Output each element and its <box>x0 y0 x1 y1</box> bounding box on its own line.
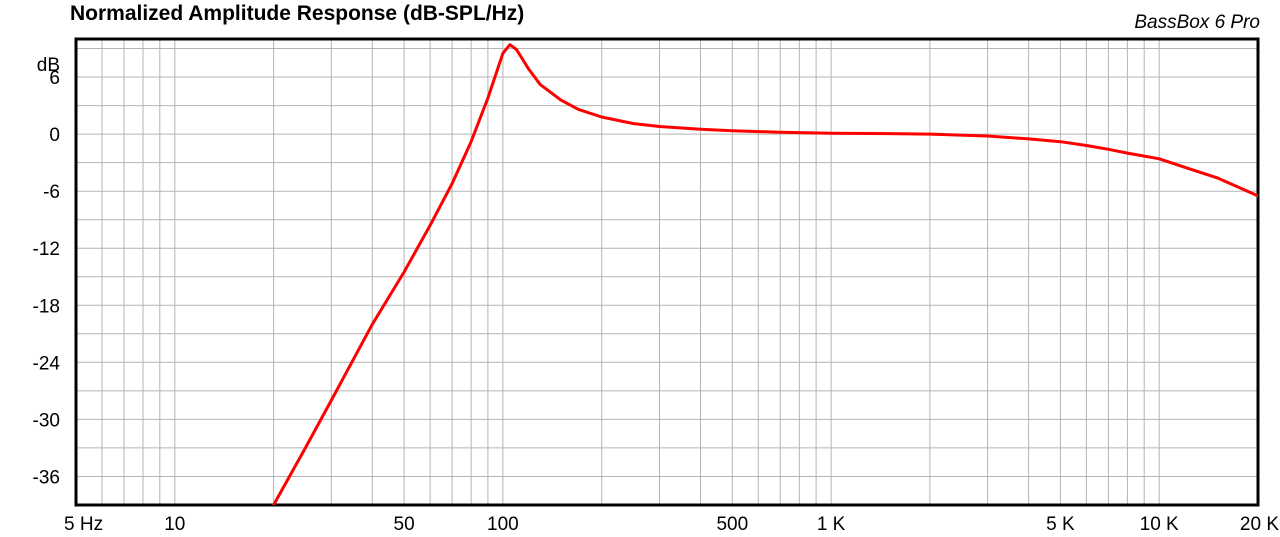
y-tick-label: 6 <box>49 68 60 89</box>
y-tick-label: -12 <box>33 239 60 260</box>
y-axis-label: dB <box>37 55 60 76</box>
y-tick-label: -24 <box>33 353 61 374</box>
y-tick-label: -30 <box>33 410 60 431</box>
x-tick-label: 5 K <box>1046 514 1075 535</box>
x-tick-label: 1 K <box>817 514 846 535</box>
plot-frame <box>74 37 1260 507</box>
x-tick-label: 5 Hz <box>64 514 103 535</box>
watermark-label: BassBox 6 Pro <box>1134 12 1260 33</box>
x-tick-label: 10 <box>164 514 185 535</box>
x-tick-label: 100 <box>487 514 519 535</box>
chart-title: Normalized Amplitude Response (dB-SPL/Hz… <box>70 2 525 25</box>
response-curve <box>272 43 1258 505</box>
x-tick-label: 10 K <box>1140 514 1179 535</box>
x-tick-label: 50 <box>394 514 415 535</box>
x-tick-label: 20 K <box>1240 514 1279 535</box>
y-tick-label: -6 <box>43 182 60 203</box>
y-tick-label: -18 <box>33 296 60 317</box>
x-tick-label: 500 <box>716 514 748 535</box>
y-tick-label: 0 <box>49 125 60 146</box>
series-layer <box>272 43 1258 505</box>
tick-labels: dB 6 0 -6 -12 -18 -24 -30 -36 5 Hz 10 50 100 500 1 K 5… <box>33 55 1280 535</box>
y-tick-label: -36 <box>33 468 60 489</box>
grid-lines <box>76 39 1258 505</box>
